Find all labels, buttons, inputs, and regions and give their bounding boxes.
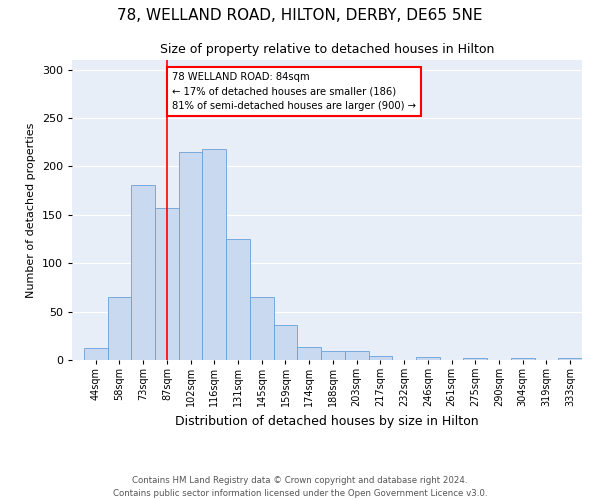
Bar [345,352,368,360]
Bar [84,348,107,360]
Y-axis label: Number of detached properties: Number of detached properties [26,122,36,298]
Bar [511,358,535,360]
Bar [463,358,487,360]
Bar [416,357,440,360]
Title: Size of property relative to detached houses in Hilton: Size of property relative to detached ho… [160,43,494,56]
Bar [202,149,226,360]
Bar [131,185,155,360]
Bar [155,208,179,360]
Text: Contains HM Land Registry data © Crown copyright and database right 2024.
Contai: Contains HM Land Registry data © Crown c… [113,476,487,498]
Bar [368,356,392,360]
Bar [107,297,131,360]
Bar [558,358,582,360]
Bar [274,325,298,360]
Bar [250,297,274,360]
Text: 78, WELLAND ROAD, HILTON, DERBY, DE65 5NE: 78, WELLAND ROAD, HILTON, DERBY, DE65 5N… [117,8,483,22]
Bar [179,152,202,360]
Text: 78 WELLAND ROAD: 84sqm
← 17% of detached houses are smaller (186)
81% of semi-de: 78 WELLAND ROAD: 84sqm ← 17% of detached… [172,72,416,111]
Bar [226,239,250,360]
X-axis label: Distribution of detached houses by size in Hilton: Distribution of detached houses by size … [175,415,479,428]
Bar [298,348,321,360]
Bar [321,352,345,360]
